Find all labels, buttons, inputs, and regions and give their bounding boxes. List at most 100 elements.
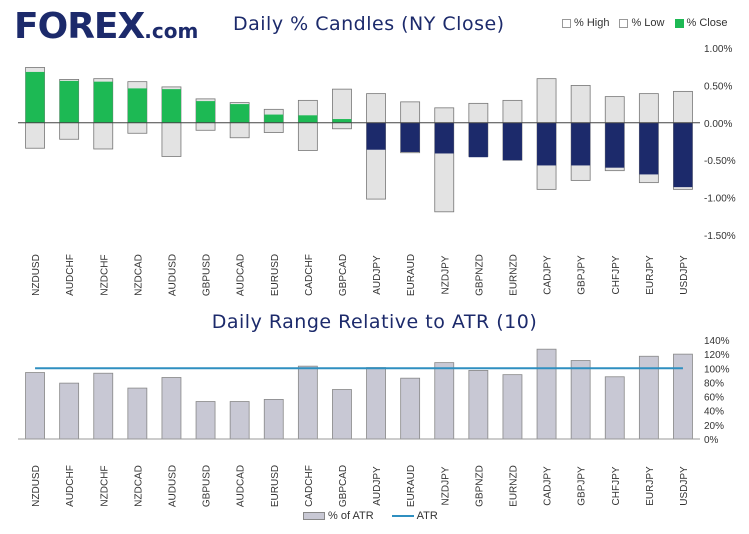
atr-x-label-gbpcad: GBPCAD bbox=[338, 465, 349, 507]
candles-y-tick-label: 0.00% bbox=[704, 119, 732, 130]
candles-y-tick-label: -1.00% bbox=[704, 194, 736, 205]
atr-x-label-audusd: AUDUSD bbox=[167, 465, 178, 507]
atr-x-label-euraud: EURAUD bbox=[406, 465, 417, 507]
legend-label-pct-atr: % of ATR bbox=[328, 510, 374, 522]
close-bar-audusd bbox=[161, 89, 181, 123]
atr-x-label-eurusd: EURUSD bbox=[270, 465, 281, 507]
close-bar-gbpnzd bbox=[468, 122, 488, 158]
atr-bar-audchf bbox=[59, 382, 80, 440]
candles-y-tick-label: 0.50% bbox=[704, 81, 732, 92]
atr-bar-euraud bbox=[400, 377, 421, 440]
atr-x-label-nzdjpy: NZDJPY bbox=[440, 466, 451, 505]
atr-bar-usdjpy bbox=[673, 353, 693, 440]
close-bar-eurusd bbox=[264, 114, 284, 123]
atr-x-label-eurnzd: EURNZD bbox=[508, 465, 519, 507]
atr-bar-audjpy bbox=[366, 367, 386, 440]
legend-label-close: % Close bbox=[686, 17, 728, 29]
close-bar-nzdchf bbox=[93, 81, 113, 123]
close-bar-usdjpy bbox=[673, 122, 693, 188]
atr-bar-gbpjpy bbox=[570, 360, 591, 440]
candles-y-tick-label: 1.00% bbox=[704, 44, 732, 55]
atr-bar-gbpusd bbox=[195, 401, 216, 440]
atr-x-label-usdjpy: USDJPY bbox=[679, 466, 690, 506]
close-bar-gbpusd bbox=[196, 101, 216, 123]
close-bar-cadjpy bbox=[537, 122, 557, 166]
atr-x-label-audjpy: AUDJPY bbox=[372, 466, 383, 506]
candles-x-label-nzdusd: NZDUSD bbox=[31, 254, 42, 296]
candles-x-label-usdjpy: USDJPY bbox=[679, 255, 690, 295]
atr-x-label-nzdcad: NZDCAD bbox=[133, 465, 144, 507]
legend-swatch-pct-atr bbox=[303, 512, 325, 520]
candles-x-label-gbpcad: GBPCAD bbox=[338, 254, 349, 296]
atr-bar-nzdjpy bbox=[434, 362, 455, 440]
candles-x-label-eurusd: EURUSD bbox=[270, 254, 281, 296]
atr-bar-gbpcad bbox=[332, 389, 352, 440]
atr-x-label-nzdusd: NZDUSD bbox=[31, 465, 42, 507]
candles-x-label-audcad: AUDCAD bbox=[236, 254, 247, 296]
legend-item-high: % High bbox=[562, 17, 609, 29]
candles-x-label-cadchf: CADCHF bbox=[304, 254, 315, 296]
atr-y-tick-label: 0% bbox=[704, 435, 719, 446]
atr-bar-gbpnzd bbox=[468, 370, 489, 440]
legend-swatch-close bbox=[674, 18, 684, 28]
legend-label-high: % High bbox=[574, 17, 610, 29]
candles-x-label-euraud: EURAUD bbox=[406, 254, 417, 296]
logo-text: FOREX bbox=[14, 6, 145, 47]
candles-y-tick-label: -0.50% bbox=[704, 156, 736, 167]
candles-x-label-gbpjpy: GBPJPY bbox=[577, 255, 588, 295]
candles-x-label-audjpy: AUDJPY bbox=[372, 255, 383, 295]
atr-x-label-cadchf: CADCHF bbox=[304, 465, 315, 507]
atr-y-tick-label: 80% bbox=[704, 378, 724, 389]
atr-bar-cadchf bbox=[297, 365, 318, 440]
legend-swatch-low bbox=[619, 18, 629, 28]
atr-y-tick-label: 120% bbox=[704, 350, 730, 361]
atr-bar-eurnzd bbox=[502, 374, 523, 440]
candles-x-label-gbpnzd: GBPNZD bbox=[474, 254, 485, 296]
close-bar-audchf bbox=[59, 80, 79, 123]
candles-x-label-gbpusd: GBPUSD bbox=[202, 254, 213, 296]
candles-x-label-eurjpy: EURJPY bbox=[645, 255, 656, 295]
forex-logo: FOREX.com bbox=[14, 6, 198, 47]
atr-x-label-gbpusd: GBPUSD bbox=[202, 465, 213, 507]
close-bar-eurnzd bbox=[502, 122, 522, 161]
close-bar-eurjpy bbox=[639, 122, 659, 175]
atr-y-tick-label: 20% bbox=[704, 421, 724, 432]
atr-bar-chfjpy bbox=[604, 376, 625, 440]
close-bar-gbpcad bbox=[332, 119, 352, 123]
close-bar-audcad bbox=[230, 104, 250, 123]
candles-y-tick-label: -1.50% bbox=[704, 231, 736, 242]
atr-y-tick-label: 40% bbox=[704, 407, 724, 418]
close-bar-cadchf bbox=[298, 115, 318, 123]
atr-x-label-audchf: AUDCHF bbox=[65, 465, 76, 507]
legend-item-pct-atr: % of ATR bbox=[303, 510, 374, 522]
candles-x-label-audusd: AUDUSD bbox=[167, 254, 178, 296]
close-bar-chfjpy bbox=[605, 122, 625, 168]
candles-x-label-nzdjpy: NZDJPY bbox=[440, 255, 451, 294]
atr-x-label-chfjpy: CHFJPY bbox=[611, 466, 622, 505]
close-bar-nzdusd bbox=[25, 71, 45, 123]
atr-x-label-nzdchf: NZDCHF bbox=[99, 465, 110, 506]
close-bar-nzdjpy bbox=[434, 122, 454, 154]
atr-legend: % of ATR ATR bbox=[303, 510, 438, 522]
legend-item-low: % Low bbox=[619, 17, 665, 29]
legend-label-low: % Low bbox=[631, 17, 665, 29]
candles-x-label-nzdcad: NZDCAD bbox=[133, 254, 144, 296]
close-bar-audjpy bbox=[366, 122, 386, 150]
atr-y-tick-label: 140% bbox=[704, 336, 730, 347]
atr-x-label-eurjpy: EURJPY bbox=[645, 466, 656, 506]
atr-x-label-gbpnzd: GBPNZD bbox=[474, 465, 485, 507]
close-bar-euraud bbox=[400, 122, 420, 152]
legend-label-atr: ATR bbox=[416, 510, 438, 522]
atr-y-tick-label: 60% bbox=[704, 393, 724, 404]
close-bar-gbpjpy bbox=[571, 122, 591, 166]
close-bar-nzdcad bbox=[127, 88, 147, 123]
atr-bar-nzdchf bbox=[93, 372, 114, 440]
atr-bar-audcad bbox=[229, 401, 250, 440]
candles-x-label-chfjpy: CHFJPY bbox=[611, 255, 622, 294]
atr-bar-audusd bbox=[161, 377, 182, 440]
candles-x-label-audchf: AUDCHF bbox=[65, 254, 76, 296]
range-box-cadchf bbox=[297, 99, 318, 151]
atr-x-label-audcad: AUDCAD bbox=[236, 465, 247, 507]
legend-swatch-high bbox=[562, 18, 571, 28]
